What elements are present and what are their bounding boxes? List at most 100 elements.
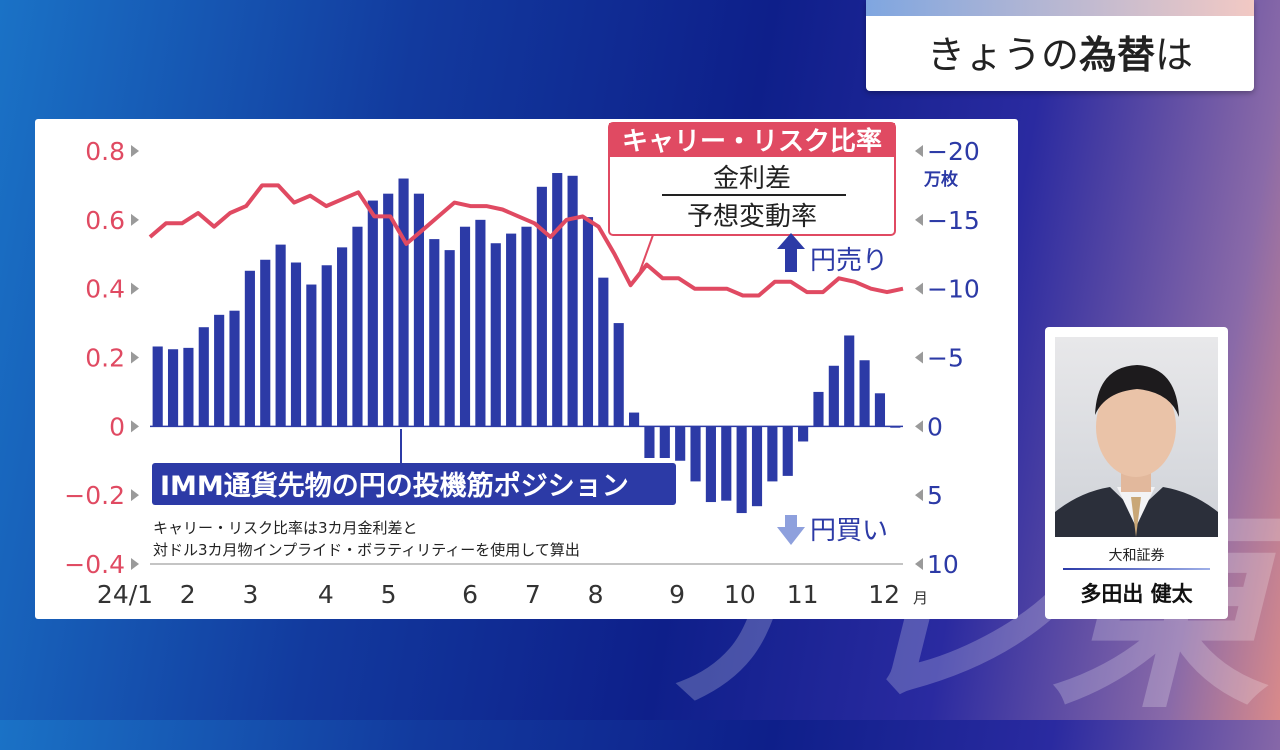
right-tick-label: −20: [927, 137, 980, 166]
chart-bar: [659, 426, 670, 458]
left-tick-label: 0.2: [85, 344, 125, 373]
chart-bar: [475, 219, 486, 427]
header-stripe: [866, 0, 1254, 16]
x-tick-label: 5: [381, 580, 397, 609]
chart-bar: [198, 327, 209, 427]
left-tick-label: 0.8: [85, 137, 125, 166]
chart-bar: [798, 426, 809, 442]
x-tick-label: 12: [868, 580, 900, 609]
chart-bar: [183, 347, 194, 427]
title-tail: は: [1155, 33, 1194, 77]
chart-bar: [675, 426, 686, 461]
right-tick-label: 10: [927, 550, 959, 579]
x-tick-label: 7: [525, 580, 541, 609]
right-tick-arrow: [915, 489, 923, 502]
title-light: きょうの: [926, 33, 1079, 77]
left-tick-arrow: [131, 558, 139, 570]
chart-bar: [705, 426, 716, 503]
page-title: きょうの為替は: [866, 24, 1254, 79]
chart-bar: [521, 226, 532, 427]
series-label: IMM通貨先物の円の投機筋ポジション: [160, 470, 629, 502]
left-tick-label: −0.4: [64, 550, 125, 579]
left-tick-label: −0.2: [64, 481, 125, 510]
x-tick-label: 9: [669, 580, 685, 609]
chart-bar: [398, 178, 409, 427]
chart-bar: [306, 284, 317, 427]
chart-bar: [290, 262, 302, 427]
right-tick-label: −5: [927, 344, 964, 373]
chart-bar: [598, 277, 609, 427]
chart-bar: [813, 391, 824, 427]
chart-bar: [490, 243, 501, 427]
chart-bar: [629, 412, 640, 427]
chart-bar: [459, 226, 471, 427]
left-tick-arrow: [131, 489, 139, 502]
x-tick-label: 3: [243, 580, 259, 609]
left-tick-arrow: [131, 351, 139, 364]
chart-bar: [260, 259, 271, 427]
left-tick-label: 0.6: [85, 206, 125, 235]
chart-bar: [552, 173, 563, 427]
left-tick-arrow: [131, 420, 139, 433]
chart-bar: [890, 426, 901, 428]
chart-bar: [782, 426, 793, 476]
right-tick-label: 0: [927, 412, 943, 441]
yen-buy-label: 円買い: [810, 516, 888, 546]
right-axis-unit: 万枚: [923, 169, 959, 190]
left-tick-label: 0.4: [85, 275, 125, 304]
presenter-card: 大和証券 多田出 健太: [1045, 327, 1228, 619]
header-title-box: きょうの為替は: [866, 0, 1254, 91]
chart-bar: [383, 193, 394, 427]
x-tick-label: 11: [787, 580, 819, 609]
note-line-2: 対ドル3カ月物インプライド・ボラティリティーを使用して算出: [153, 541, 580, 559]
chart-bar: [859, 360, 870, 427]
chart-bar: [536, 186, 547, 427]
ratio-denominator: 予想変動率: [687, 202, 817, 232]
right-tick-arrow: [915, 351, 923, 364]
x-axis-unit: 月: [913, 589, 928, 607]
x-tick-label: 10: [724, 580, 756, 609]
chart-bar: [429, 239, 440, 427]
ratio-header-bg: [609, 123, 895, 157]
chart-bar: [167, 349, 179, 427]
chart-bar: [152, 346, 163, 427]
right-tick-label: −10: [927, 275, 980, 304]
chart-bar: [567, 175, 578, 427]
chart-bar: [844, 335, 855, 427]
x-tick-label: 8: [588, 580, 604, 609]
ratio-label: キャリー・リスク比率: [622, 126, 882, 157]
left-tick-arrow: [131, 145, 139, 157]
chart-bar: [444, 250, 455, 427]
right-tick-arrow: [915, 420, 923, 433]
x-tick-label: 6: [462, 580, 478, 609]
chart-svg: 0.80.60.40.20−0.2−0.4−20−15−10−50510万枚24…: [64, 122, 980, 609]
chart-bar: [828, 365, 839, 427]
down-arrow-icon: [777, 515, 805, 545]
chart-bar: [337, 247, 348, 427]
chart-bar: [613, 323, 624, 427]
chart-bar: [874, 393, 886, 427]
chart-bar: [751, 426, 763, 507]
yen-sell-label: 円売り: [810, 246, 888, 276]
right-tick-label: 5: [927, 481, 943, 510]
title-bold: 為替: [1078, 33, 1155, 77]
chart-bar: [321, 265, 332, 427]
presenter-affiliation: 大和証券: [1108, 548, 1165, 564]
chart-bar: [214, 314, 225, 427]
chart-bar: [644, 426, 655, 458]
ratio-numerator: 金利差: [713, 164, 791, 194]
chart-bar: [736, 426, 747, 514]
chart-bar: [275, 244, 286, 427]
right-tick-arrow: [915, 213, 923, 226]
risk-ratio-line: [148, 183, 904, 298]
x-tick-label: 24/1: [97, 580, 153, 609]
x-tick-label: 2: [180, 580, 196, 609]
presenter-name: 多田出 健太: [1080, 582, 1193, 606]
chart-bar: [413, 193, 424, 427]
chart-panel: 0.8 0.6 0.4 0.2 0 −0.2 −0.4 −20 −15 −10 −5 0 5 10 万枚 24…: [35, 119, 1018, 619]
right-tick-arrow: [915, 145, 923, 157]
presenter-divider: [1063, 568, 1210, 570]
x-tick-label: 4: [318, 580, 334, 609]
series-label-bg: [152, 463, 676, 505]
up-arrow-icon: [777, 233, 805, 272]
